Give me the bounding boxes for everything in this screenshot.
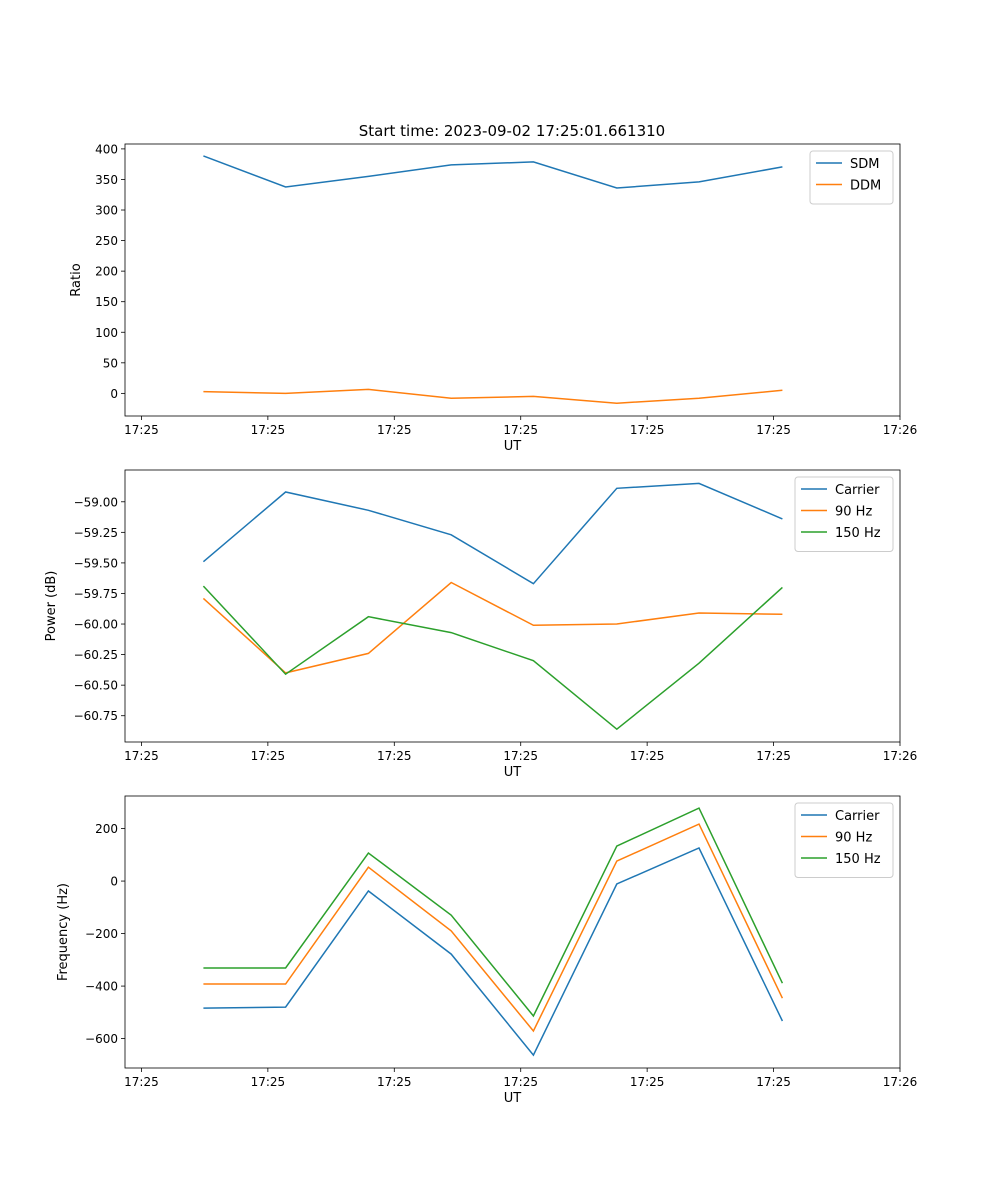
x-tick-label: 17:25 bbox=[756, 749, 791, 763]
legend-label: 90 Hz bbox=[835, 831, 872, 846]
y-tick-label: −59.25 bbox=[74, 526, 118, 540]
y-tick-label: −400 bbox=[85, 980, 118, 994]
y-axis-label: Power (dB) bbox=[44, 571, 59, 642]
x-tick-label: 17:25 bbox=[124, 423, 159, 437]
x-tick-label: 17:25 bbox=[630, 423, 665, 437]
y-tick-label: 0 bbox=[110, 875, 118, 889]
legend-label: 150 Hz bbox=[835, 852, 881, 867]
x-tick-label: 17:25 bbox=[630, 1075, 665, 1089]
x-tick-label: 17:26 bbox=[883, 423, 918, 437]
y-tick-label: −60.75 bbox=[74, 709, 118, 723]
x-tick-label: 17:25 bbox=[251, 423, 286, 437]
x-axis-label: UT bbox=[504, 439, 522, 454]
axes-frame bbox=[124, 795, 901, 1069]
y-tick-label: 350 bbox=[95, 173, 118, 187]
y-axis-label: Ratio bbox=[69, 263, 84, 296]
x-tick-label: 17:25 bbox=[630, 749, 665, 763]
axes-frame bbox=[124, 469, 901, 743]
y-tick-label: 250 bbox=[95, 234, 118, 248]
y-axis-label: Frequency (Hz) bbox=[56, 883, 71, 981]
chart-title: Start time: 2023-09-02 17:25:01.661310 bbox=[359, 122, 665, 140]
y-tick-label: 300 bbox=[95, 204, 118, 218]
series-line-carrier bbox=[203, 847, 784, 1057]
legend-box bbox=[809, 150, 894, 205]
x-tick-label: 17:25 bbox=[251, 1075, 286, 1089]
series-line-sdm bbox=[203, 155, 783, 189]
series-line-150-hz bbox=[202, 585, 783, 731]
series-line-90-hz bbox=[203, 823, 784, 1033]
x-tick-label: 17:25 bbox=[503, 423, 538, 437]
y-tick-label: 0 bbox=[110, 387, 118, 401]
series-line-carrier bbox=[202, 482, 783, 585]
legend: Carrier 90 Hz 150 Hz bbox=[794, 476, 894, 552]
y-tick-label: −59.00 bbox=[74, 495, 118, 509]
y-tick-label: 200 bbox=[95, 265, 118, 279]
subplot-1: 17:25 17:25 17:25 17:25 17:25 17:25 17:26 UT 0 50… bbox=[69, 142, 917, 454]
legend-label: 150 Hz bbox=[835, 526, 881, 541]
x-tick-label: 17:25 bbox=[124, 1075, 159, 1089]
y-tick-label: −59.50 bbox=[74, 556, 118, 570]
x-tick-label: 17:25 bbox=[503, 1075, 538, 1089]
x-tick-label: 17:25 bbox=[756, 1075, 791, 1089]
legend-label: 90 Hz bbox=[835, 505, 872, 520]
y-tick-label: −59.75 bbox=[74, 587, 118, 601]
legend-label: DDM bbox=[850, 179, 881, 194]
legend-box bbox=[794, 476, 894, 552]
x-tick-label: 17:25 bbox=[377, 1075, 412, 1089]
x-tick-label: 17:26 bbox=[883, 1075, 918, 1089]
axes-frame bbox=[124, 143, 901, 417]
y-tick-label: 200 bbox=[95, 822, 118, 836]
series-line-90-hz bbox=[202, 581, 783, 674]
legend: Carrier 90 Hz 150 Hz bbox=[794, 802, 894, 878]
legend-label: Carrier bbox=[835, 483, 880, 498]
y-tick-label: 100 bbox=[95, 326, 118, 340]
y-tick-label: −60.25 bbox=[74, 648, 118, 662]
x-tick-label: 17:25 bbox=[377, 423, 412, 437]
subplot-3: 17:25 17:25 17:25 17:25 17:25 17:25 17:26 UT −60… bbox=[56, 795, 918, 1106]
x-tick-label: 17:25 bbox=[377, 749, 412, 763]
x-tick-label: 17:25 bbox=[756, 423, 791, 437]
series-line-ddm bbox=[203, 388, 783, 404]
x-tick-label: 17:25 bbox=[503, 749, 538, 763]
legend-label: Carrier bbox=[835, 809, 880, 824]
y-tick-label: −600 bbox=[85, 1032, 118, 1046]
x-axis-label: UT bbox=[504, 765, 522, 780]
subplot-2: 17:25 17:25 17:25 17:25 17:25 17:25 17:26 UT −59… bbox=[44, 469, 918, 780]
x-axis-label: UT bbox=[504, 1091, 522, 1106]
legend: SDM DDM bbox=[809, 150, 894, 205]
x-tick-label: 17:25 bbox=[124, 749, 159, 763]
y-tick-label: 400 bbox=[95, 142, 118, 156]
legend-box bbox=[794, 802, 894, 878]
y-tick-label: −60.50 bbox=[74, 679, 118, 693]
y-tick-label: 150 bbox=[95, 295, 118, 309]
y-tick-label: −200 bbox=[85, 927, 118, 941]
x-tick-label: 17:25 bbox=[251, 749, 286, 763]
y-tick-label: −60.00 bbox=[74, 618, 118, 632]
x-tick-label: 17:26 bbox=[883, 749, 918, 763]
y-tick-label: 50 bbox=[103, 356, 118, 370]
series-line-150-hz bbox=[203, 807, 784, 1018]
legend-label: SDM bbox=[850, 157, 879, 172]
